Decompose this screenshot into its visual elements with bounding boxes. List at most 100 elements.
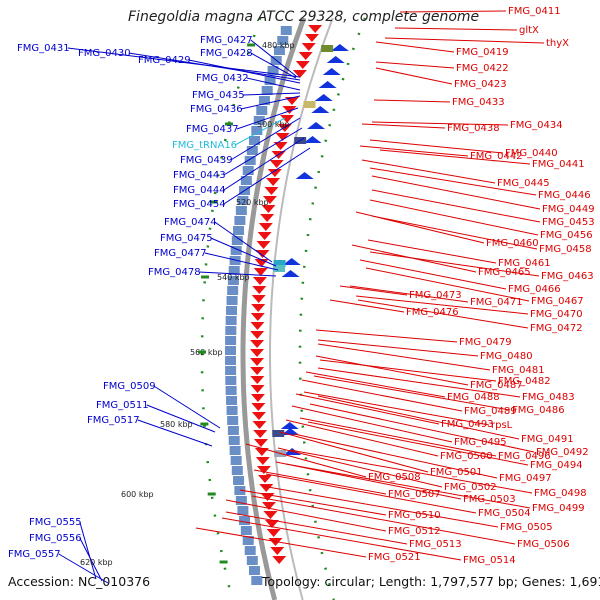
gene-label: FMG_0470 (530, 309, 583, 320)
leader-line (79, 537, 103, 582)
leader-line (242, 92, 301, 96)
gene-label: FMG_0492 (536, 447, 589, 458)
reverse-gene-arrow (258, 475, 273, 483)
gene-label: FMG_0411 (508, 6, 561, 17)
leader-line (285, 419, 439, 457)
gene-label: FMG_0493 (441, 419, 494, 430)
gene-label: FMG_0521 (368, 552, 421, 563)
gene-label: FMG_0517 (87, 415, 140, 426)
reverse-gene-arrow (254, 448, 269, 456)
gene-label: FMG_0479 (459, 337, 512, 348)
scale-tick-label: 500 kbp (257, 120, 290, 129)
gene-label: FMG_0482 (498, 376, 551, 387)
leader-line (195, 527, 367, 558)
leader-line (285, 463, 531, 509)
leader-line (246, 77, 301, 91)
leader-line (293, 433, 498, 479)
cog-category-box (225, 346, 237, 355)
gene-label: FMG_0557 (8, 549, 61, 560)
cog-category-box (225, 376, 237, 385)
leader-line (261, 485, 499, 528)
leader-line (146, 404, 216, 433)
leader-line (371, 215, 538, 250)
gene-label: FMG_0488 (447, 392, 500, 403)
leader-line (373, 99, 451, 103)
leader-line (317, 343, 491, 371)
leader-line (317, 367, 521, 398)
leader-line (349, 285, 469, 303)
reverse-gene-arrow (301, 43, 316, 51)
gene-label: FMG_0506 (517, 539, 570, 550)
reverse-gene-arrow (252, 286, 267, 294)
cog-category-box (251, 576, 263, 585)
reverse-gene-arrow (267, 169, 282, 177)
reverse-gene-arrow (250, 385, 265, 393)
reverse-gene-arrow (275, 133, 290, 141)
scale-tick-mark (209, 200, 218, 204)
gene-label: FMG_0429 (138, 55, 191, 66)
cog-category-box (233, 226, 245, 235)
reverse-gene-arrow (262, 196, 277, 204)
gene-label: FMG_0427 (200, 35, 253, 46)
leader-line (375, 67, 453, 85)
cog-category-box (253, 116, 265, 125)
gene-label: FMG_0502 (444, 482, 497, 493)
reverse-gene-arrow (250, 322, 265, 330)
reverse-gene-arrow (304, 34, 319, 42)
leader-line (301, 379, 463, 412)
reverse-gene-arrow (250, 349, 265, 357)
cog-category-box (258, 96, 270, 105)
leader-line (240, 95, 301, 110)
cog-category-box (244, 156, 256, 165)
cog-category-box (235, 206, 247, 215)
gene-label: FMG_0440 (505, 148, 558, 159)
leader-line (221, 517, 462, 561)
cog-category-box (230, 246, 242, 255)
cog-category-box (225, 356, 237, 365)
reverse-gene-arrow (253, 430, 268, 438)
gene-label: FMG_0489 (464, 406, 517, 417)
leader-line (279, 431, 429, 473)
gene-label: FMG_0432 (196, 73, 249, 84)
cog-category-box (273, 46, 285, 55)
reverse-gene-arrow (261, 502, 276, 510)
leader-line (223, 147, 311, 205)
gene-label: FMG_0460 (486, 238, 539, 249)
reverse-gene-arrow (253, 268, 268, 276)
leader-line (198, 271, 277, 277)
cog-category-box (240, 526, 252, 535)
leader-line (289, 449, 533, 494)
leader-line (317, 395, 520, 440)
gene-label: FMG_0498 (534, 488, 587, 499)
leader-line (319, 359, 497, 382)
cog-category-box (227, 276, 239, 285)
gene-label: FMG_0471 (470, 297, 523, 308)
cog-category-box (280, 26, 292, 35)
gene-label: FMG_0458 (539, 244, 592, 255)
cog-category-box (229, 446, 241, 455)
cog-category-box (244, 546, 256, 555)
leader-line (313, 375, 511, 411)
gene-label: FMG_0503 (463, 494, 516, 505)
reverse-gene-arrow (263, 511, 278, 519)
reverse-gene-arrow (308, 25, 323, 33)
scale-tick-mark (198, 350, 207, 354)
scale-tick-mark (224, 122, 233, 126)
forward-category-box (273, 260, 286, 267)
reverse-gene-arrow (292, 70, 307, 78)
reverse-gene-arrow (250, 358, 265, 366)
reverse-gene-arrow (250, 331, 265, 339)
cog-category-box (225, 386, 237, 395)
cog-category-box (226, 396, 238, 405)
leader-line (128, 52, 301, 81)
gene-label: FMG_0443 (173, 170, 226, 181)
gene-label: FMG_0477 (154, 248, 207, 259)
gene-label: FMG_0475 (160, 233, 213, 244)
gene-label: FMG_0453 (542, 217, 595, 228)
reverse-gene-arrow (256, 466, 271, 474)
reverse-gene-arrow (255, 457, 270, 465)
forward-category-box (273, 265, 286, 272)
cog-category-box (242, 166, 254, 175)
cog-category-box (242, 536, 254, 545)
